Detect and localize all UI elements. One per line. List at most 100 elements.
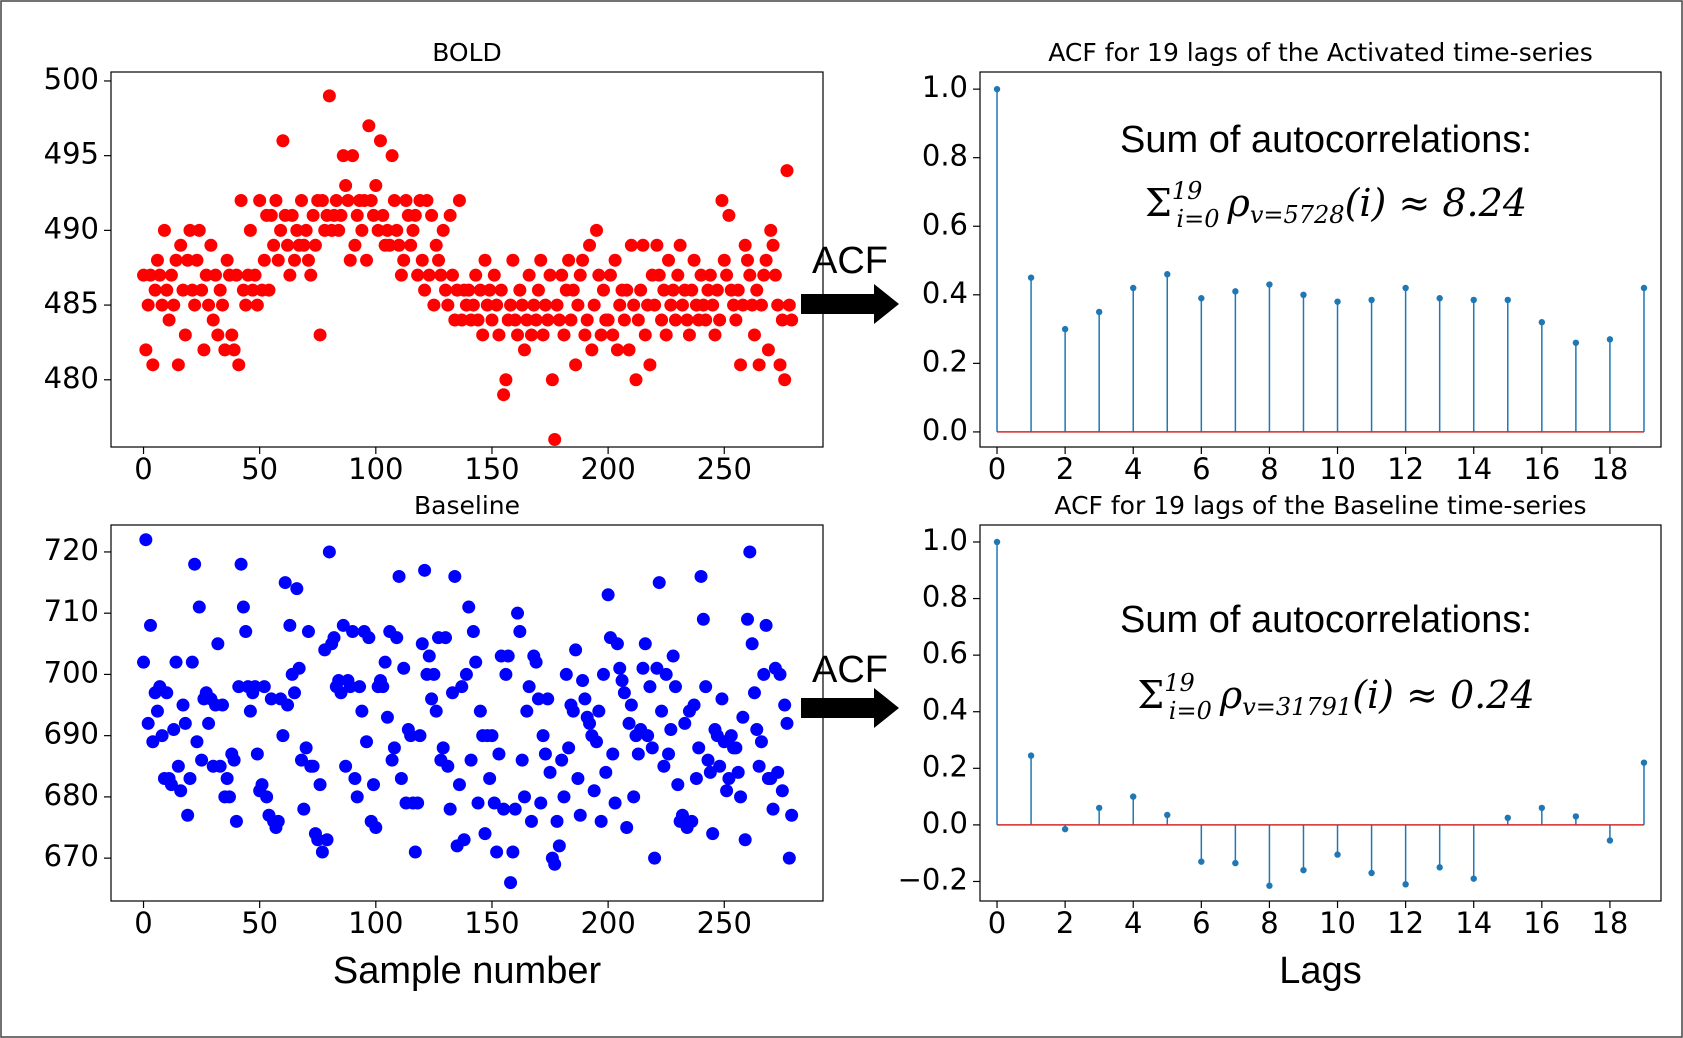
point: [248, 268, 262, 282]
x-tick-label: 100: [348, 452, 403, 486]
point: [445, 686, 459, 700]
point: [455, 313, 469, 327]
point: [192, 600, 206, 614]
point: [659, 328, 673, 342]
point: [441, 759, 455, 773]
point: [329, 193, 343, 207]
x-tick-label: 18: [1591, 452, 1628, 486]
point: [603, 268, 617, 282]
point: [153, 268, 167, 282]
y-tick-label: 680: [44, 778, 99, 812]
point: [466, 625, 480, 639]
point: [473, 704, 487, 718]
point: [664, 723, 678, 737]
x-tick-label: 16: [1523, 452, 1560, 486]
point: [529, 655, 543, 669]
point: [346, 625, 360, 639]
y-tick-label: 700: [44, 655, 99, 689]
point: [155, 298, 169, 312]
point: [155, 729, 169, 743]
point: [366, 778, 380, 792]
chart-title: BOLD: [432, 38, 502, 67]
point: [397, 661, 411, 675]
x-tick-label: 0: [134, 906, 152, 940]
plot-frame: [979, 71, 1662, 448]
stem-marker: [1436, 295, 1443, 302]
point: [720, 268, 734, 282]
point: [594, 814, 608, 828]
point: [720, 784, 734, 798]
point: [167, 298, 181, 312]
point: [550, 298, 564, 312]
point: [232, 358, 246, 372]
annotation: Sum of autocorrelations:: [1120, 599, 1532, 641]
point: [411, 268, 425, 282]
point: [246, 283, 260, 297]
point: [306, 208, 320, 222]
point: [497, 802, 511, 816]
point: [599, 765, 613, 779]
point: [143, 268, 157, 282]
point: [564, 313, 578, 327]
point: [397, 253, 411, 267]
formula-sub: i=0: [1176, 205, 1219, 233]
point: [480, 298, 494, 312]
point: [696, 612, 710, 626]
point: [578, 692, 592, 706]
point: [285, 208, 299, 222]
point: [455, 680, 469, 694]
point: [350, 208, 364, 222]
point: [562, 741, 576, 755]
point: [508, 802, 522, 816]
y-tick-label: 0.8: [922, 580, 968, 614]
x-tick-label: 14: [1455, 452, 1492, 486]
point: [459, 667, 473, 681]
point: [213, 283, 227, 297]
point: [150, 253, 164, 267]
point: [715, 692, 729, 706]
point: [515, 298, 529, 312]
point: [190, 735, 204, 749]
point: [694, 569, 708, 583]
point: [290, 582, 304, 596]
point: [548, 857, 562, 871]
point: [353, 680, 367, 694]
point: [439, 631, 453, 645]
point: [432, 253, 446, 267]
point: [678, 716, 692, 730]
y-tick-label: 1.0: [922, 70, 968, 104]
point: [543, 268, 557, 282]
point: [580, 313, 594, 327]
point: [181, 253, 195, 267]
stem-marker: [1436, 864, 1443, 871]
point: [425, 692, 439, 706]
point: [346, 149, 360, 163]
point: [260, 790, 274, 804]
annotation: ACF: [812, 240, 888, 282]
point: [487, 796, 501, 810]
x-tick-label: 14: [1455, 906, 1492, 940]
point: [283, 618, 297, 632]
point: [236, 600, 250, 614]
point: [178, 328, 192, 342]
point: [248, 680, 262, 694]
point: [610, 343, 624, 357]
point: [443, 802, 457, 816]
point: [362, 119, 376, 133]
point: [139, 343, 153, 357]
point: [380, 223, 394, 237]
point: [436, 223, 450, 237]
stem-marker: [1402, 881, 1409, 888]
x-tick-label: 4: [1124, 452, 1142, 486]
point: [366, 208, 380, 222]
point: [387, 193, 401, 207]
point: [390, 631, 404, 645]
point: [167, 723, 181, 737]
point: [722, 772, 736, 786]
stem-marker: [1232, 859, 1239, 867]
point: [425, 208, 439, 222]
point: [322, 545, 336, 559]
chart-title: Baseline: [414, 491, 520, 520]
stem-marker: [1061, 825, 1069, 833]
point: [552, 313, 566, 327]
